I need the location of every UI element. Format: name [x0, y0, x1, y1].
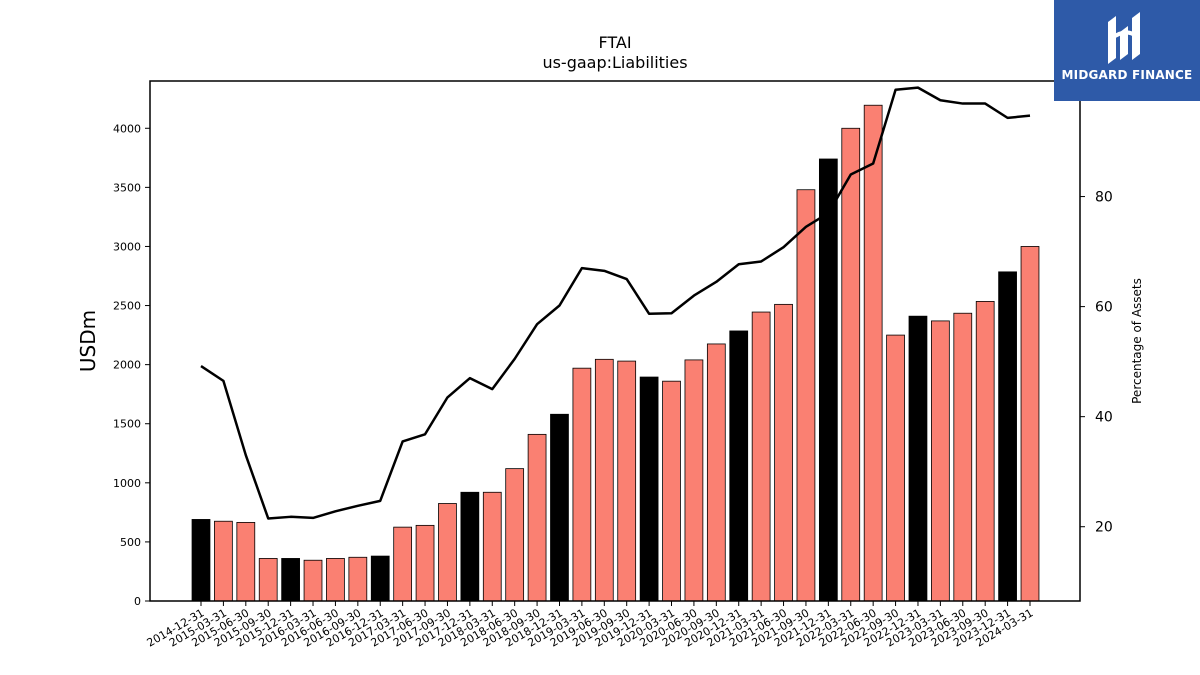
bar-2019-09-30 — [617, 360, 637, 602]
bar-2023-09-30 — [975, 301, 995, 602]
y2-tick-label: 80 — [1095, 190, 1113, 206]
bar-2015-06-30 — [236, 522, 256, 602]
bar-2016-06-30 — [326, 558, 345, 602]
y-tick-label: 2000 — [113, 359, 141, 372]
y-tick-label: 1000 — [113, 477, 141, 490]
bar-2016-03-31 — [303, 559, 323, 602]
bar-series — [191, 104, 1040, 602]
y-tick-label: 500 — [120, 536, 141, 549]
bar-2018-03-31 — [482, 491, 502, 602]
bar-2018-09-30 — [527, 433, 547, 602]
bar-2017-03-31 — [393, 526, 413, 602]
bar-2020-12-31 — [729, 330, 749, 602]
bar-2021-09-30 — [796, 189, 816, 602]
bar-2020-09-30 — [706, 343, 726, 602]
bar-2014-12-31 — [191, 519, 211, 602]
bar-2020-03-31 — [662, 380, 681, 602]
y-tick-label: 4000 — [113, 122, 141, 135]
bar-2024-03-31 — [1020, 246, 1040, 602]
bar-2023-03-31 — [931, 320, 950, 602]
bar-2022-06-30 — [863, 104, 883, 602]
brand-name: MIDGARD FINANCE — [1061, 68, 1193, 82]
y-axis-label: USDm — [76, 310, 100, 372]
bar-2015-12-31 — [281, 558, 300, 602]
plot-frame — [149, 80, 1081, 602]
y-tick-label: 3500 — [113, 181, 141, 194]
y2-tick-label: 40 — [1095, 410, 1113, 426]
bar-2016-12-31 — [370, 555, 390, 602]
bar-2018-12-31 — [550, 413, 569, 602]
y-tick-label: 0 — [134, 595, 141, 608]
bar-2017-12-31 — [460, 491, 480, 602]
bar-2022-12-31 — [908, 315, 928, 602]
bar-2022-09-30 — [886, 334, 905, 602]
midgard-logo: MIDGARD FINANCE — [1054, 0, 1200, 101]
bar-2023-06-30 — [953, 312, 973, 602]
y-tick-label: 3000 — [113, 240, 141, 253]
bar-2020-06-30 — [684, 359, 704, 602]
chart-subtitle: us-gaap:Liabilities — [542, 53, 687, 72]
bar-2021-03-31 — [751, 311, 771, 602]
y2-tick-label: 20 — [1095, 520, 1113, 536]
y2-axis-label: Percentage of Assets — [1130, 278, 1144, 404]
y-tick-label: 1500 — [113, 418, 141, 431]
bar-2019-06-30 — [594, 358, 614, 602]
y2-tick-label: 60 — [1095, 300, 1113, 316]
bar-2019-12-31 — [639, 376, 659, 602]
percentage-of-assets-line — [200, 86, 1031, 520]
bar-2016-09-30 — [348, 556, 368, 602]
bar-2017-06-30 — [415, 524, 435, 602]
percentage-line-series — [200, 86, 1031, 520]
bar-2021-06-30 — [774, 303, 793, 602]
bar-2018-06-30 — [505, 468, 525, 602]
y-tick-label: 2500 — [113, 300, 141, 313]
chart-title: FTAI — [598, 33, 631, 52]
bar-2023-12-31 — [998, 271, 1017, 602]
bar-2015-09-30 — [258, 558, 278, 602]
bar-2021-12-31 — [818, 158, 838, 602]
bar-2015-03-31 — [214, 520, 233, 602]
bar-2019-03-31 — [572, 367, 592, 602]
bar-2017-09-30 — [438, 503, 457, 602]
bar-2022-03-31 — [841, 127, 861, 602]
midgard-logo-icon — [1108, 12, 1140, 64]
